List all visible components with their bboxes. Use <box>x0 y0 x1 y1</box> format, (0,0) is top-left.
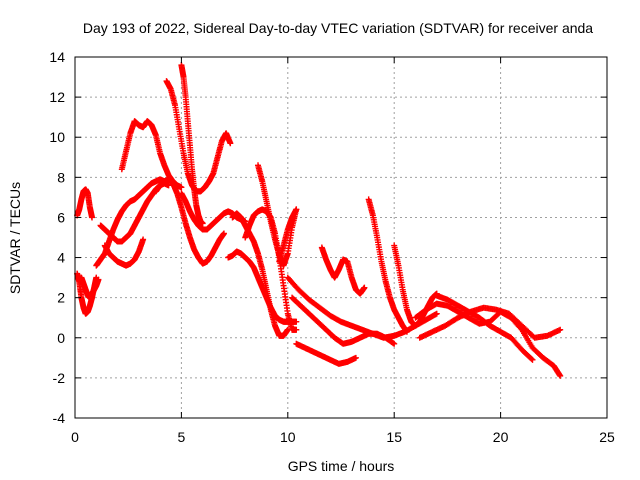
y-tick-label: 10 <box>49 129 65 145</box>
series-track-25 <box>433 292 536 363</box>
data-point <box>165 182 172 189</box>
series-track-18 <box>289 294 398 347</box>
axis-ticks: 0 5 10 15 20 25 -4 -2 0 2 4 6 8 10 12 14 <box>49 49 615 445</box>
series-track-16 <box>276 206 300 265</box>
series-track-19 <box>293 340 359 367</box>
series-track-9 <box>163 78 234 195</box>
data-point <box>352 354 359 361</box>
y-tick-label: -4 <box>53 410 66 426</box>
data-point <box>529 356 536 363</box>
data-point <box>557 326 564 333</box>
data-point <box>95 276 102 283</box>
data-point <box>293 318 300 325</box>
y-tick-label: -2 <box>53 370 66 386</box>
x-tick-label: 0 <box>71 429 79 445</box>
data-point <box>433 310 440 317</box>
y-tick-label: 14 <box>49 49 65 65</box>
series-track-17 <box>284 274 440 341</box>
series-track-10 <box>178 62 206 227</box>
series-track-7 <box>118 118 185 191</box>
series-track-24 <box>416 304 564 341</box>
series-track-6 <box>101 236 147 269</box>
data-points <box>74 62 564 379</box>
series-track-8 <box>152 176 227 267</box>
data-point <box>557 372 564 379</box>
data-point <box>391 340 398 347</box>
series-track-1 <box>74 186 96 221</box>
x-tick-label: 25 <box>599 429 615 445</box>
data-point <box>220 230 227 237</box>
data-point <box>227 140 234 147</box>
y-tick-label: 8 <box>57 169 65 185</box>
data-point <box>89 214 96 221</box>
series-track-3 <box>78 274 102 301</box>
x-tick-label: 20 <box>493 429 509 445</box>
data-point <box>403 328 410 335</box>
y-axis-label: SDTVAR / TECUs <box>7 182 23 294</box>
y-tick-label: 2 <box>57 290 65 306</box>
data-point <box>199 220 206 227</box>
data-point <box>528 355 535 362</box>
x-tick-label: 10 <box>280 429 296 445</box>
series-track-5 <box>97 180 172 245</box>
data-point <box>293 326 300 333</box>
data-point <box>178 184 185 191</box>
series-track-21 <box>365 196 410 335</box>
chart-title: Day 193 of 2022, Sidereal Day-to-day VTE… <box>83 20 593 36</box>
x-axis-label: GPS time / hours <box>288 458 395 474</box>
y-tick-label: 6 <box>57 209 65 225</box>
series-track-22 <box>391 242 440 329</box>
y-tick-label: 4 <box>57 250 65 266</box>
data-point <box>293 206 300 213</box>
data-point <box>140 236 147 243</box>
grid <box>75 57 607 418</box>
x-tick-label: 15 <box>386 429 402 445</box>
series-track-11 <box>178 190 249 233</box>
plot-frame <box>74 56 608 419</box>
y-tick-label: 0 <box>57 330 65 346</box>
x-tick-label: 5 <box>178 429 186 445</box>
y-tick-label: 12 <box>49 89 65 105</box>
series-track-20 <box>318 244 368 297</box>
data-point <box>361 284 368 291</box>
